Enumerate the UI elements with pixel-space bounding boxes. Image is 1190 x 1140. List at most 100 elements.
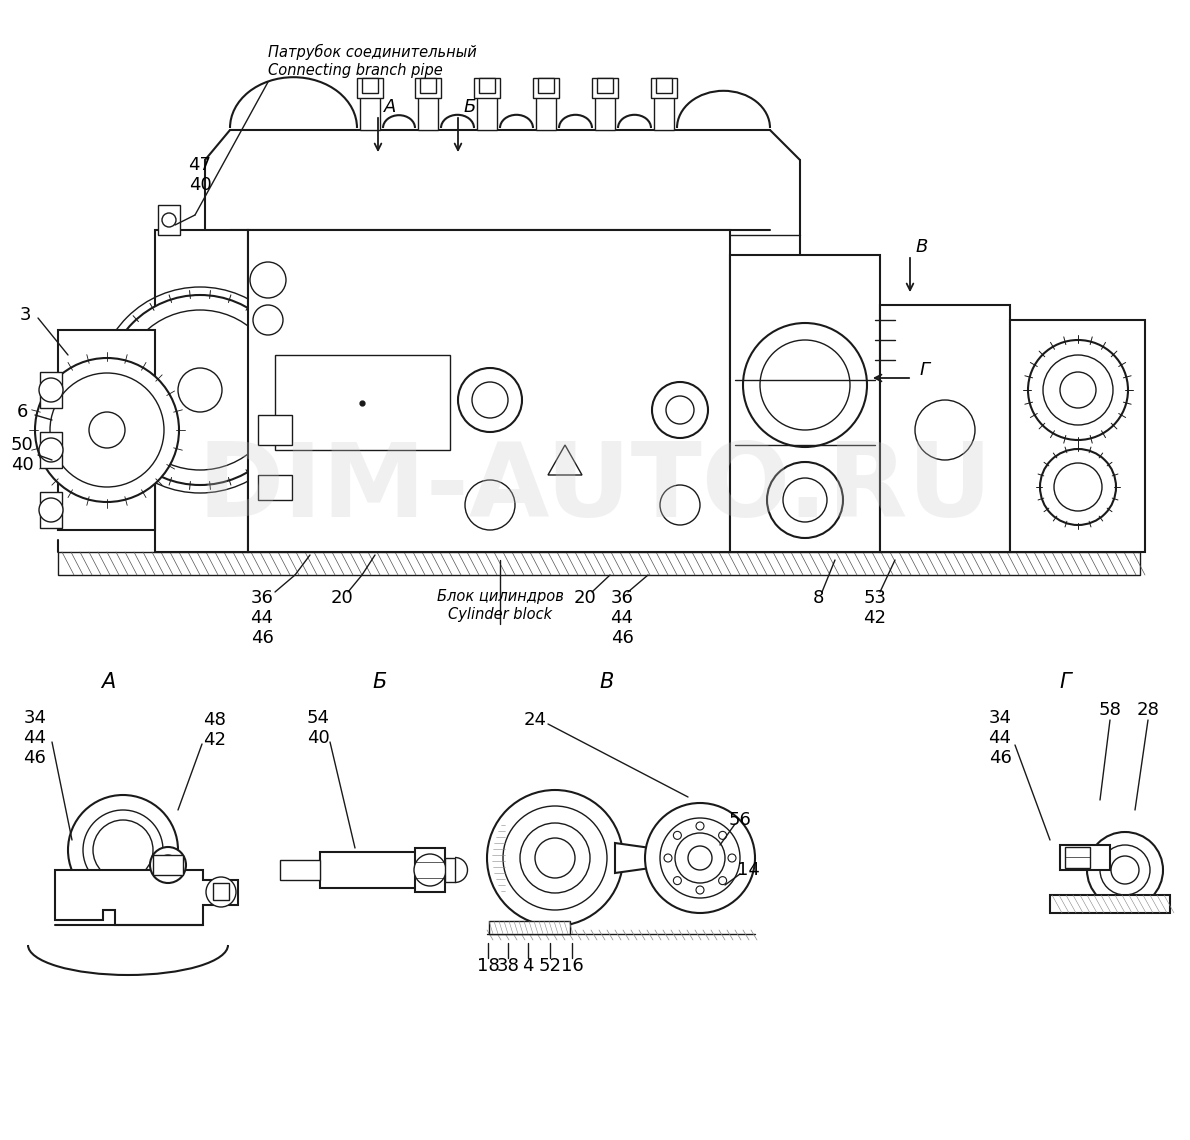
Text: 46: 46: [610, 629, 633, 648]
Polygon shape: [549, 445, 582, 475]
Polygon shape: [651, 78, 677, 98]
Circle shape: [1086, 832, 1163, 907]
Text: 46: 46: [24, 749, 46, 767]
Circle shape: [696, 886, 704, 894]
Polygon shape: [40, 432, 62, 469]
Text: 52: 52: [539, 956, 562, 975]
Text: 40: 40: [189, 176, 212, 194]
Circle shape: [660, 819, 740, 898]
Polygon shape: [656, 78, 672, 93]
Polygon shape: [40, 372, 62, 408]
Polygon shape: [362, 78, 378, 93]
Circle shape: [68, 795, 178, 905]
Text: 20: 20: [574, 589, 596, 606]
Circle shape: [39, 438, 63, 462]
Circle shape: [688, 846, 712, 870]
Circle shape: [250, 262, 286, 298]
Circle shape: [487, 790, 624, 926]
Circle shape: [645, 803, 754, 913]
Circle shape: [206, 877, 236, 907]
Polygon shape: [415, 78, 441, 98]
Polygon shape: [533, 78, 559, 98]
Circle shape: [39, 378, 63, 402]
Polygon shape: [357, 78, 383, 98]
Text: А: А: [384, 98, 396, 116]
Circle shape: [728, 854, 735, 862]
Text: Блок цилиндров: Блок цилиндров: [437, 588, 563, 603]
Text: Г: Г: [1059, 671, 1071, 692]
Circle shape: [158, 855, 178, 876]
Text: 54: 54: [307, 709, 330, 727]
Polygon shape: [1050, 895, 1170, 913]
Circle shape: [1100, 845, 1150, 895]
Circle shape: [1028, 340, 1128, 440]
Text: 20: 20: [331, 589, 353, 606]
Circle shape: [39, 498, 63, 522]
Text: Connecting branch pipe: Connecting branch pipe: [268, 63, 443, 78]
Circle shape: [743, 323, 868, 447]
Circle shape: [162, 213, 176, 227]
Text: В: В: [916, 238, 928, 256]
Circle shape: [696, 822, 704, 830]
Text: 8: 8: [813, 589, 823, 606]
Polygon shape: [55, 870, 238, 925]
Polygon shape: [480, 78, 495, 93]
Text: 34: 34: [989, 709, 1012, 727]
Circle shape: [83, 811, 163, 890]
Polygon shape: [879, 306, 1010, 552]
Circle shape: [664, 854, 672, 862]
Text: 50: 50: [11, 435, 33, 454]
Text: Cylinder block: Cylinder block: [447, 606, 552, 621]
Polygon shape: [40, 492, 62, 528]
Text: 36: 36: [251, 589, 274, 606]
Polygon shape: [275, 355, 450, 450]
Polygon shape: [155, 230, 248, 552]
Circle shape: [675, 833, 725, 884]
Text: Б: Б: [372, 671, 387, 692]
Text: Г: Г: [919, 361, 929, 378]
Circle shape: [1054, 463, 1102, 511]
Polygon shape: [258, 415, 292, 445]
Circle shape: [666, 396, 694, 424]
Text: Патрубок соединительный: Патрубок соединительный: [268, 44, 477, 60]
Polygon shape: [361, 88, 380, 130]
Polygon shape: [320, 852, 425, 888]
Circle shape: [719, 877, 727, 885]
Polygon shape: [280, 860, 320, 880]
Text: 16: 16: [560, 956, 583, 975]
Text: 40: 40: [11, 456, 33, 474]
Polygon shape: [445, 858, 455, 882]
Text: 6: 6: [17, 404, 27, 421]
Circle shape: [1060, 372, 1096, 408]
Circle shape: [536, 838, 575, 878]
Text: В: В: [600, 671, 614, 692]
Polygon shape: [1060, 845, 1110, 870]
Text: 36: 36: [610, 589, 633, 606]
Text: 56: 56: [728, 811, 751, 829]
Polygon shape: [1065, 847, 1090, 868]
Circle shape: [150, 847, 186, 884]
Circle shape: [105, 295, 295, 484]
Circle shape: [472, 382, 508, 418]
Text: 47: 47: [188, 156, 212, 174]
Polygon shape: [536, 88, 556, 130]
Circle shape: [35, 358, 178, 502]
Circle shape: [674, 831, 682, 839]
Polygon shape: [474, 78, 500, 98]
Polygon shape: [477, 88, 497, 130]
Text: 48: 48: [203, 711, 226, 728]
Circle shape: [719, 831, 727, 839]
Circle shape: [660, 484, 700, 526]
Circle shape: [652, 382, 708, 438]
Circle shape: [50, 373, 164, 487]
Polygon shape: [729, 255, 879, 552]
Circle shape: [414, 854, 446, 886]
Polygon shape: [1010, 320, 1145, 552]
Polygon shape: [258, 475, 292, 500]
Circle shape: [89, 412, 125, 448]
Polygon shape: [158, 205, 180, 235]
Polygon shape: [58, 552, 1140, 575]
Circle shape: [915, 400, 975, 461]
Polygon shape: [415, 848, 445, 891]
Text: А: А: [101, 671, 115, 692]
